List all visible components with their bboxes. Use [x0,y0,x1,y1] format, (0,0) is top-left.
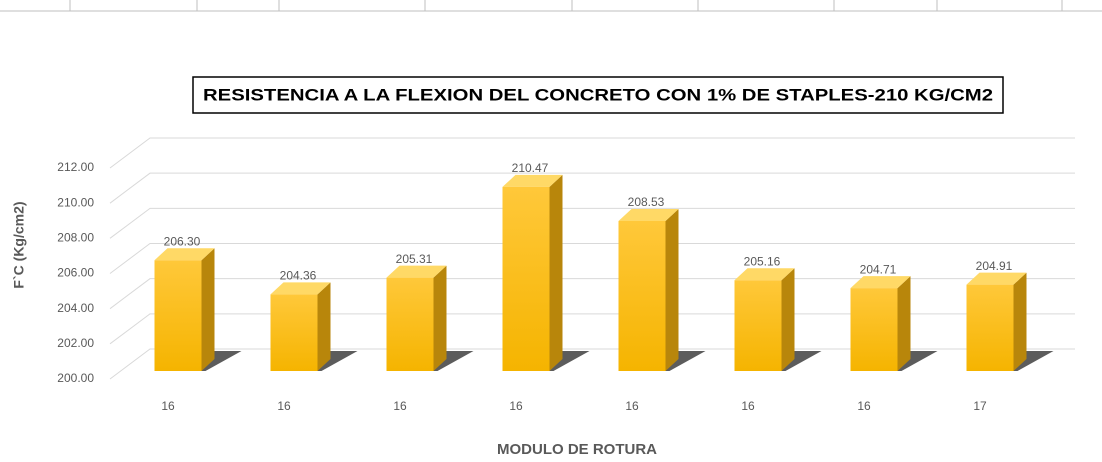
bar-side [549,174,563,371]
x-tick-label: 16 [625,399,639,413]
bar-top [154,248,215,261]
grid-line [109,313,1075,345]
bar-front [502,186,550,371]
bar-front [386,277,434,371]
chart-title: RESISTENCIA A LA FLEXION DEL CONCRETO CO… [203,85,993,104]
bar-top [502,174,563,187]
bar-front [270,294,318,371]
y-tick-label: 204.00 [57,301,94,315]
bar-top [850,276,911,289]
bar-side [1013,272,1027,371]
grid-line [109,207,1075,239]
bar [270,282,331,371]
x-tick-label: 16 [741,399,755,413]
grid-line [109,137,1075,169]
title-box [192,76,1004,114]
bar-side [201,248,215,371]
bar-front [850,288,898,371]
bar-top [966,272,1027,285]
value-label: 204.36 [280,269,317,283]
bar-side [317,282,331,371]
bar-top [270,282,331,295]
y-tick-label: 202.00 [57,336,94,350]
bar [966,272,1027,371]
x-tick-label: 16 [393,399,407,413]
bar-front [966,284,1014,371]
value-label: 204.91 [976,259,1013,273]
bar [734,268,795,371]
x-tick-label: 16 [509,399,523,413]
y-tick-label: 212.00 [57,160,94,174]
value-label: 208.53 [628,195,665,209]
x-tick-label: 17 [973,399,987,413]
bar-side [781,268,795,371]
bar [618,209,679,371]
bar [502,174,563,371]
value-label: 205.16 [744,254,781,268]
value-label: 205.31 [396,252,433,266]
y-tick-label: 210.00 [57,195,94,209]
bar-side [665,209,679,371]
y-tick-label: 200.00 [57,371,94,385]
value-label: 206.30 [164,234,201,248]
bar-side [433,265,447,371]
bar-top [618,209,679,222]
y-axis-label: F`C (Kg/cm2) [11,201,27,288]
grid-line [109,172,1075,204]
bar-front [154,260,202,371]
bar [850,276,911,371]
x-tick-label: 16 [161,399,175,413]
x-tick-label: 16 [857,399,871,413]
y-tick-label: 206.00 [57,266,94,280]
spreadsheet-cells [0,0,1102,12]
bar [154,248,215,371]
bar-top [734,268,795,281]
bar-front [618,221,666,371]
value-label: 210.47 [512,161,549,175]
bar-top [386,265,447,278]
y-tick-label: 208.00 [57,231,94,245]
grid-line [109,278,1075,310]
bar-front [734,280,782,371]
bar [386,265,447,371]
bar-side [897,276,911,371]
x-axis-label: MODULO DE ROTURA [497,441,657,458]
value-label: 204.71 [860,262,897,276]
grid-line [109,243,1075,274]
x-tick-label: 16 [277,399,291,413]
